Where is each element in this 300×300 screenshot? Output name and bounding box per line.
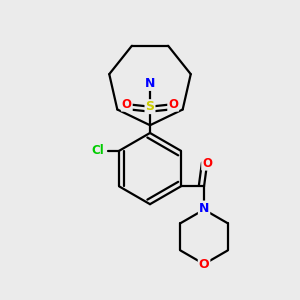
- Text: O: O: [122, 98, 132, 111]
- Text: Cl: Cl: [92, 144, 104, 157]
- Text: N: N: [199, 202, 209, 214]
- Text: O: O: [202, 157, 212, 170]
- Text: S: S: [146, 100, 154, 113]
- Text: N: N: [145, 77, 155, 90]
- Text: O: O: [168, 98, 178, 111]
- Text: O: O: [199, 258, 209, 271]
